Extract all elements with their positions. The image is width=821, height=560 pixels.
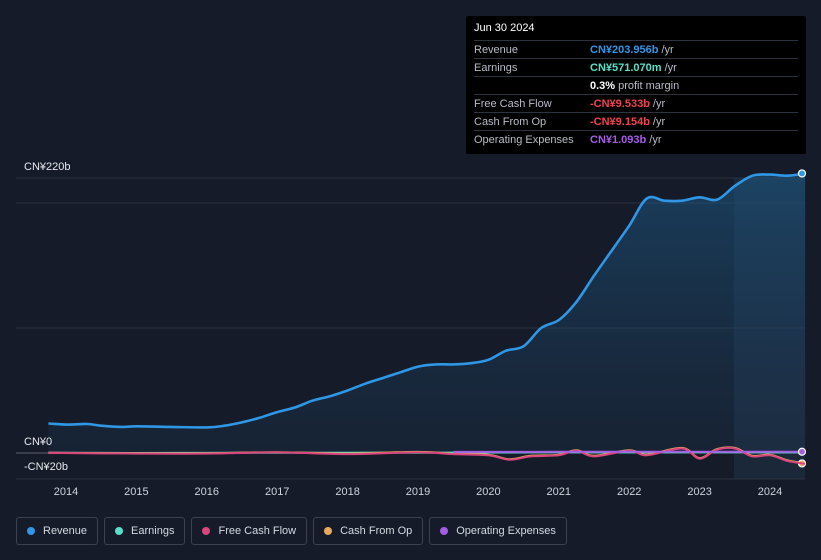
revenue-end-marker — [797, 169, 807, 178]
x-tick-label: 2015 — [124, 486, 148, 498]
tooltip-row: Earnings CN¥571.070m/yr — [474, 59, 798, 77]
tooltip-row: Free Cash Flow -CN¥9.533b/yr — [474, 95, 798, 113]
y-axis-label-zero: CN¥0 — [24, 436, 52, 448]
tooltip-row: Revenue CN¥203.956b/yr — [474, 41, 798, 59]
tooltip-row-unit: /yr — [664, 61, 677, 74]
tooltip-row-value: 0.3% — [590, 79, 616, 92]
legend-label: Operating Expenses — [456, 525, 556, 537]
tooltip-row-value: -CN¥9.154b — [590, 115, 650, 128]
x-tick-label: 2019 — [406, 486, 430, 498]
legend-dot-icon — [324, 527, 333, 535]
tooltip-row-value: CN¥571.070m — [590, 61, 662, 74]
x-tick-label: 2023 — [687, 486, 711, 498]
tooltip-row: Cash From Op -CN¥9.154b/yr — [474, 113, 798, 131]
tooltip-row-unit: /yr — [652, 115, 666, 128]
tooltip-row-label: Cash From Op — [474, 115, 547, 128]
y-axis-label-bottom: -CN¥20b — [24, 461, 68, 473]
tooltip-row-label: Earnings — [474, 61, 518, 74]
series-layer — [48, 169, 807, 468]
legend-label: Free Cash Flow — [218, 525, 297, 537]
tooltip-row-value: CN¥1.093b — [590, 133, 647, 146]
revenue-line — [48, 172, 806, 429]
tooltip-date: Jun 30 2024 — [474, 22, 798, 41]
x-tick-label: 2024 — [758, 486, 782, 498]
x-tick-label: 2014 — [54, 486, 78, 498]
tooltip-row-unit: /yr — [649, 133, 662, 146]
tooltip-row: Operating Expenses CN¥1.093b/yr — [474, 131, 798, 148]
legend-label: Earnings — [131, 525, 175, 537]
legend-dot-icon — [440, 527, 449, 535]
x-axis-ticks: 2014 2015 2016 2017 2018 2019 2020 2021 2022 2023… — [54, 486, 782, 498]
revenue-area — [48, 173, 806, 453]
tooltip-row-unit: /yr — [661, 43, 674, 56]
tooltip-rows: Revenue CN¥203.956b/yr Earnings CN¥571.070m… — [474, 41, 798, 148]
tooltip-row-unit: /yr — [652, 97, 666, 110]
tooltip-row-label: Revenue — [474, 43, 519, 56]
legend-item-revenue[interactable]: Revenue — [16, 517, 99, 545]
y-axis-label-top: CN¥220b — [24, 161, 70, 173]
x-tick-label: 2022 — [617, 486, 641, 498]
tooltip-row-value: -CN¥9.533b — [590, 97, 650, 110]
tooltip-row: 0.3% profit margin — [474, 77, 798, 95]
legend-dot-icon — [115, 527, 124, 535]
hover-tooltip: Jun 30 2024 Revenue CN¥203.956b/yr Earning… — [466, 16, 806, 154]
legend-dot-icon — [202, 527, 211, 535]
legend-item-earnings[interactable]: Earnings — [104, 517, 186, 545]
legend-label: Cash From Op — [340, 525, 413, 537]
legend-item-cash-from-op[interactable]: Cash From Op — [313, 517, 424, 545]
legend-dot-icon — [27, 527, 35, 535]
tooltip-row-label: Operating Expenses — [474, 133, 574, 146]
x-tick-label: 2021 — [547, 486, 571, 498]
x-tick-label: 2017 — [265, 486, 289, 498]
tooltip-row-value: CN¥203.956b — [590, 43, 659, 56]
chart-legend: Revenue Earnings Free Cash Flow Cash From O… — [16, 517, 567, 545]
tooltip-row-unit: profit margin — [618, 79, 680, 92]
x-tick-label: 2020 — [476, 486, 500, 498]
legend-item-operating-expenses[interactable]: Operating Expenses — [429, 517, 567, 545]
tooltip-row-label: Free Cash Flow — [474, 97, 552, 110]
legend-item-free-cash-flow[interactable]: Free Cash Flow — [191, 517, 308, 545]
legend-label: Revenue — [43, 525, 88, 537]
operating-expenses-end-marker — [797, 447, 807, 456]
x-tick-label: 2018 — [335, 486, 359, 498]
x-tick-label: 2016 — [195, 486, 219, 498]
